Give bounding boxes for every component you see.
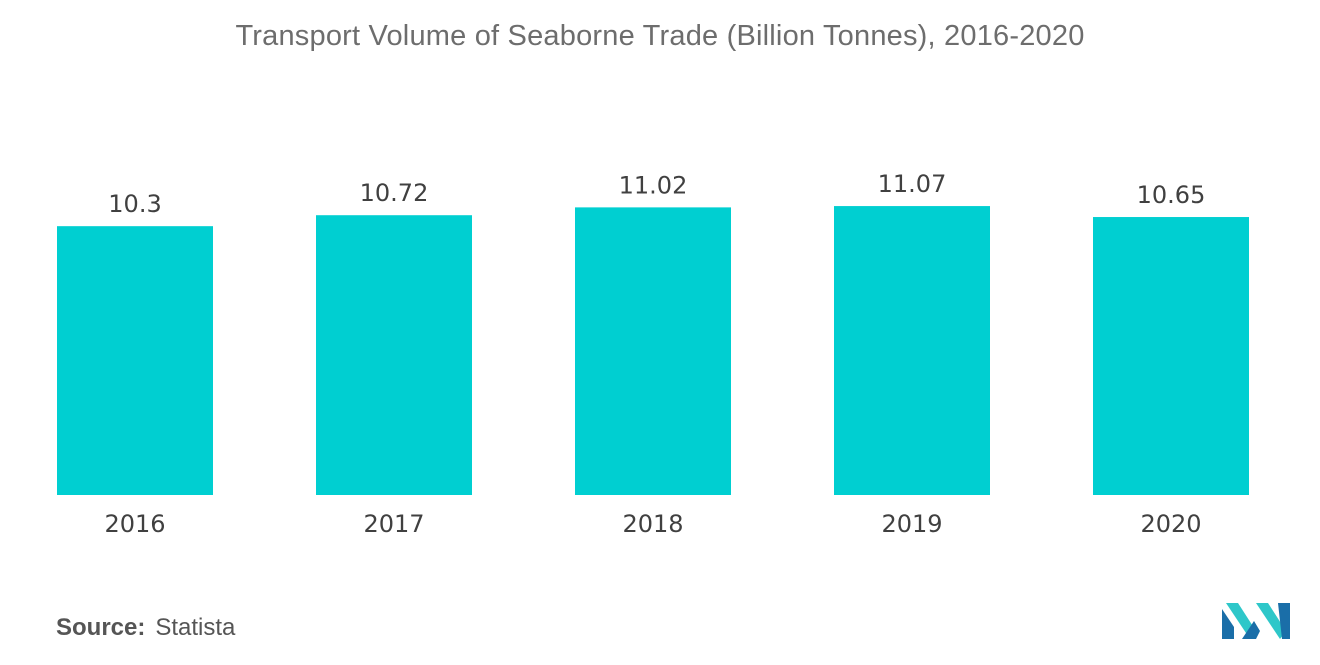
chart-title: Transport Volume of Seaborne Trade (Bill…	[235, 20, 1085, 52]
value-label-2020: 10.65	[1137, 181, 1206, 209]
source-value: Statista	[155, 614, 236, 641]
value-label-2017: 10.72	[360, 179, 429, 207]
x-tick-label-2020: 2020	[1140, 510, 1201, 538]
bar-2016	[57, 226, 213, 496]
value-label-2016: 10.3	[108, 190, 161, 218]
value-label-2019: 11.07	[878, 170, 947, 198]
bar-2019	[834, 206, 990, 495]
bar-2020	[1093, 217, 1249, 495]
bar-2018	[575, 207, 731, 496]
source-note: Source: Statista	[56, 614, 235, 642]
x-tick-label-2016: 2016	[104, 510, 165, 538]
value-label-2018: 11.02	[619, 171, 688, 199]
x-tick-label-2018: 2018	[622, 510, 683, 538]
mordor-intelligence-logo-icon	[1222, 603, 1290, 639]
x-tick-label-2019: 2019	[881, 510, 942, 538]
x-tick-label-2017: 2017	[363, 510, 424, 538]
bar-2017	[316, 215, 472, 495]
source-label: Source:	[56, 614, 146, 641]
